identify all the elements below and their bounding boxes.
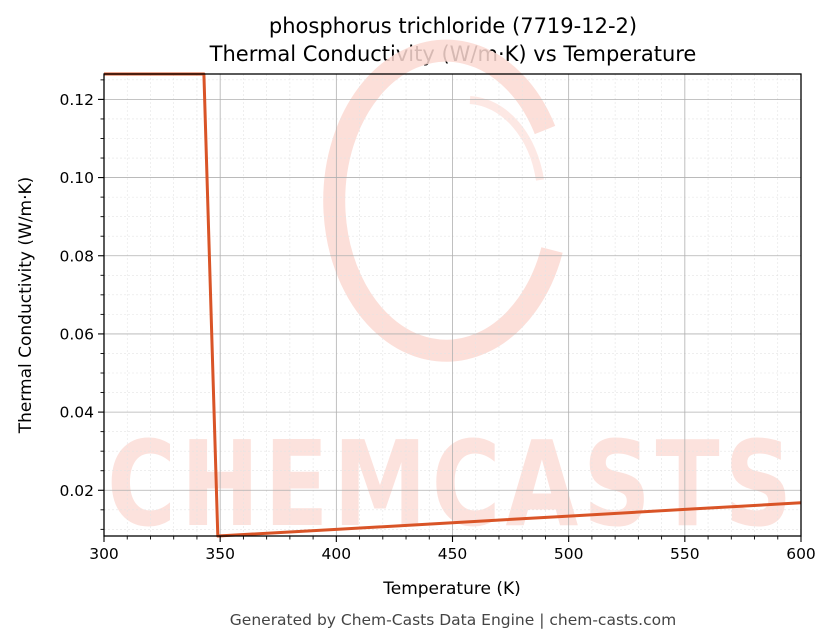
y-axis-label: Thermal Conductivity (W/m·K) [16, 177, 36, 435]
footer-credit: Generated by Chem-Casts Data Engine | ch… [230, 611, 676, 629]
y-axis: 0.02 0.04 0.06 0.08 0.10 0.12 [59, 79, 104, 530]
series-line [104, 72, 802, 538]
x-tick-label: 400 [322, 545, 352, 563]
watermark-text: CHEMCASTS [107, 415, 797, 553]
y-tick-label: 0.06 [59, 325, 94, 343]
x-axis: 300 350 400 450 500 550 600 [89, 536, 816, 563]
y-tick-label: 0.04 [59, 404, 94, 422]
major-grid [103, 74, 802, 536]
x-tick-label: 550 [670, 545, 700, 563]
x-axis-label: Temperature (K) [382, 579, 521, 599]
watermark-logo-icon [323, 39, 563, 362]
y-tick-label: 0.08 [59, 247, 94, 265]
watermark: CHEMCASTS [107, 39, 797, 553]
x-tick-label: 600 [786, 545, 816, 563]
y-tick-label: 0.10 [59, 169, 94, 187]
series-layer [104, 72, 802, 538]
x-tick-label: 300 [89, 545, 119, 563]
x-tick-label: 500 [554, 545, 584, 563]
x-tick-label: 450 [438, 545, 468, 563]
x-tick-label: 350 [205, 545, 235, 563]
chart-title: phosphorus trichloride (7719-12-2) [269, 14, 637, 38]
y-tick-label: 0.02 [59, 482, 94, 500]
y-tick-label: 0.12 [59, 91, 94, 109]
